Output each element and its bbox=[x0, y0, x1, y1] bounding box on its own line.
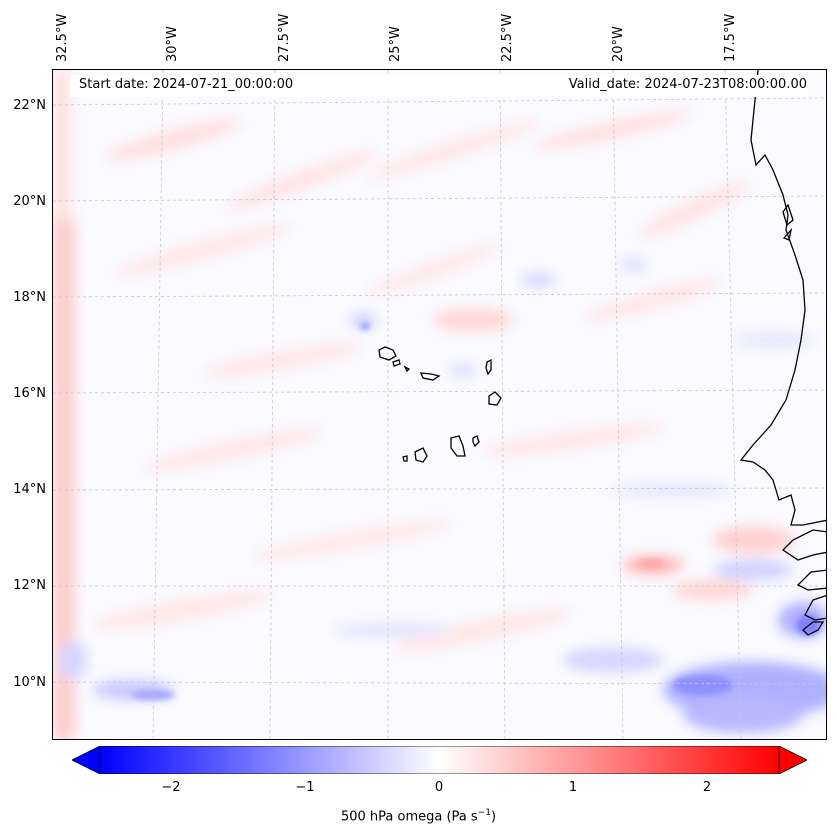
island-santo-antao bbox=[378, 346, 397, 361]
lat-label-22n: 22°N bbox=[13, 98, 46, 113]
omega-field bbox=[53, 70, 826, 739]
colorbar-tick-label: −2 bbox=[161, 780, 181, 795]
omega-field-detail bbox=[131, 322, 820, 700]
lat-label-20n: 20°N bbox=[13, 194, 46, 209]
lat-label-12n: 12°N bbox=[13, 578, 46, 593]
island-santiago bbox=[450, 435, 466, 457]
coastlines bbox=[378, 70, 826, 636]
lat-label-16n: 16°N bbox=[13, 386, 46, 401]
map-canvas bbox=[53, 70, 826, 739]
lon-label-30w: 30°W bbox=[165, 26, 180, 62]
colorbar-tick-label: 1 bbox=[568, 780, 578, 795]
lon-label-20w: 20°W bbox=[611, 26, 626, 62]
colorbar-max-extend bbox=[778, 746, 807, 774]
gridlines bbox=[53, 70, 826, 739]
colorbar-title: 500 hPa omega (Pa s−1) bbox=[340, 808, 497, 825]
island-boa-vista bbox=[488, 391, 502, 406]
island-brava bbox=[402, 455, 408, 462]
lon-label-27.5w: 27.5°W bbox=[277, 13, 292, 62]
island-fogo bbox=[414, 447, 428, 463]
lon-label-25w: 25°W bbox=[388, 26, 403, 62]
colorbar-tick-label: 0 bbox=[434, 780, 444, 795]
lon-label-22.5w: 22.5°W bbox=[500, 13, 515, 62]
lat-label-10n: 10°N bbox=[13, 675, 46, 690]
lat-label-18n: 18°N bbox=[13, 290, 46, 305]
colorbar-min-extend bbox=[72, 746, 101, 774]
island-sal bbox=[485, 358, 492, 376]
lat-label-14n: 14°N bbox=[13, 482, 46, 497]
header-strip bbox=[70, 75, 808, 97]
island-santa-luzia bbox=[403, 365, 411, 373]
island-sao-nicolau bbox=[419, 372, 441, 381]
start-date-label: Start date: 2024-07-21_00:00:00 bbox=[79, 77, 294, 92]
valid-date-label: Valid_date: 2024-07-23T08:00:00.00 bbox=[568, 77, 807, 92]
colorbar-gradient bbox=[99, 746, 780, 774]
colorbar bbox=[72, 746, 807, 774]
island-sao-vicente bbox=[392, 359, 401, 367]
lon-label-17.5w: 17.5°W bbox=[723, 13, 738, 62]
lon-label-32.5w: 32.5°W bbox=[55, 13, 70, 62]
colorbar-tick-label: 2 bbox=[702, 780, 712, 795]
map-panel[interactable] bbox=[52, 69, 827, 740]
colorbar-tick-label: −1 bbox=[295, 780, 315, 795]
island-maio bbox=[472, 435, 480, 448]
